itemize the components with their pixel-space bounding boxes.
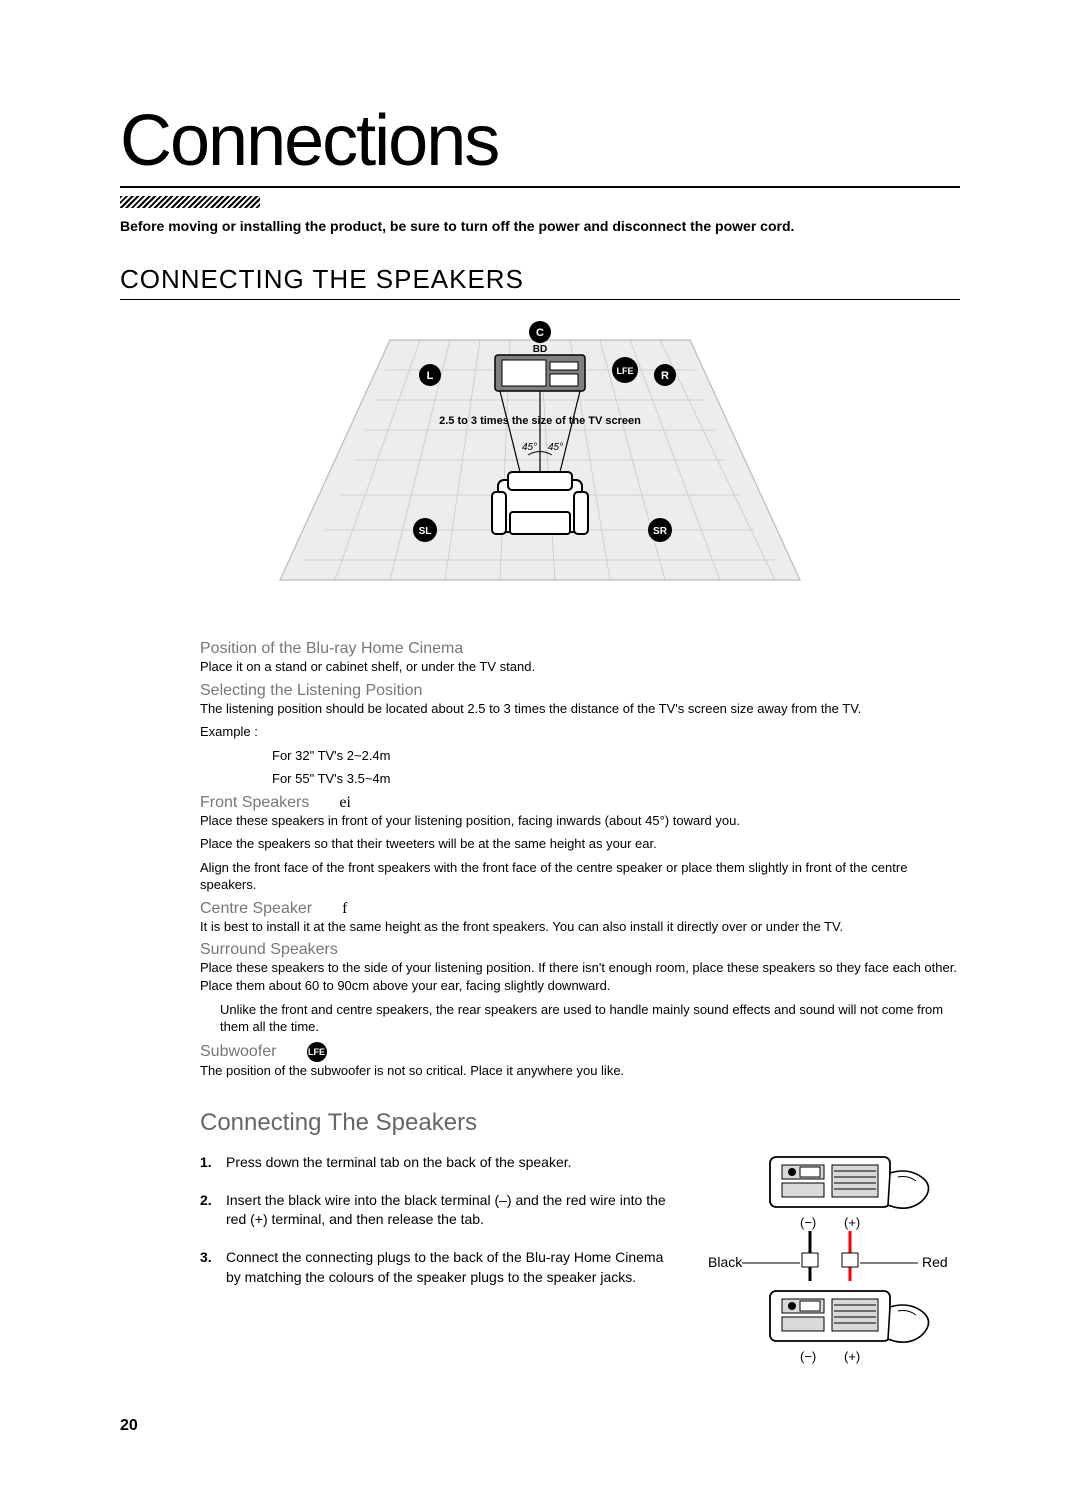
intro-text: Before moving or installing the product,… (120, 218, 960, 234)
body-line: Align the front face of the front speake… (200, 859, 960, 894)
red-label: Red (922, 1254, 948, 1270)
body-line: Example : (200, 723, 258, 741)
body-line: Place these speakers to the side of your… (200, 959, 960, 994)
lfe-badge-icon: LFE (307, 1042, 327, 1062)
angle-left: 45° (522, 442, 537, 453)
step-row: 2.Insert the black wire into the black t… (200, 1191, 680, 1230)
body-line: Place these speakers in front of your li… (200, 812, 960, 830)
body-line: For 32" TV's 2~2.4m (200, 747, 960, 765)
badge-sr: SR (648, 518, 672, 542)
chapter-title: Connections (120, 100, 960, 188)
badge-c: C (529, 321, 551, 343)
step-row: 3.Connect the connecting plugs to the ba… (200, 1248, 680, 1287)
speaker-type-icon: ei (339, 794, 351, 812)
body-line: Place it on a stand or cabinet shelf, or… (200, 658, 960, 676)
svg-text:L: L (427, 370, 434, 382)
svg-text:R: R (661, 370, 669, 382)
upper-plus: (+) (844, 1215, 860, 1230)
badge-lfe: LFE (612, 357, 638, 383)
upper-minus: (−) (800, 1215, 816, 1230)
block-heading: Position of the Blu-ray Home Cinema (200, 640, 463, 658)
body-line: The listening position should be located… (200, 700, 960, 718)
section-header: CONNECTING THE SPEAKERS (120, 264, 960, 300)
body-line: For 55" TV's 3.5~4m (200, 770, 960, 788)
body-line: The position of the subwoofer is not so … (200, 1062, 960, 1080)
lower-plus: (+) (844, 1349, 860, 1364)
step-row: 1.Press down the terminal tab on the bac… (200, 1153, 680, 1173)
bd-label: BD (533, 344, 547, 355)
black-label: Black (708, 1254, 743, 1270)
badge-sl: SL (413, 518, 437, 542)
badge-l: L (419, 364, 441, 386)
body-line: Place the speakers so that their tweeter… (200, 835, 960, 853)
angle-right: 45° (548, 442, 563, 453)
lower-minus: (−) (800, 1349, 816, 1364)
svg-text:SL: SL (419, 526, 432, 537)
step-number: 2. (200, 1191, 226, 1230)
step-text: Connect the connecting plugs to the back… (226, 1248, 680, 1287)
block-heading: Selecting the Listening Position (200, 682, 422, 700)
speaker-layout-diagram: BD 2.5 to 3 times the size of the TV scr… (120, 320, 960, 610)
step-number: 1. (200, 1153, 226, 1173)
block-heading: Surround Speakers (200, 941, 338, 959)
pattern-bar (120, 196, 260, 208)
block-heading: Subwoofer (200, 1043, 277, 1061)
diagram-caption: 2.5 to 3 times the size of the TV screen (439, 415, 641, 427)
step-text: Press down the terminal tab on the back … (226, 1153, 572, 1173)
body-line: It is best to install it at the same hei… (200, 918, 960, 936)
terminal-diagram: (−) (+) Black Red (700, 1153, 960, 1378)
body-line: Unlike the front and centre speakers, th… (200, 1001, 960, 1036)
svg-text:LFE: LFE (617, 366, 634, 376)
step-text: Insert the black wire into the black ter… (226, 1191, 680, 1230)
svg-text:C: C (536, 327, 544, 339)
page-number: 20 (120, 1417, 138, 1435)
speaker-type-icon: f (342, 900, 347, 918)
block-heading: Centre Speaker (200, 900, 312, 918)
connecting-speakers-title: Connecting The Speakers (200, 1109, 960, 1137)
step-number: 3. (200, 1248, 226, 1287)
block-heading: Front Speakers (200, 794, 309, 812)
badge-r: R (654, 364, 676, 386)
svg-text:SR: SR (653, 526, 668, 537)
